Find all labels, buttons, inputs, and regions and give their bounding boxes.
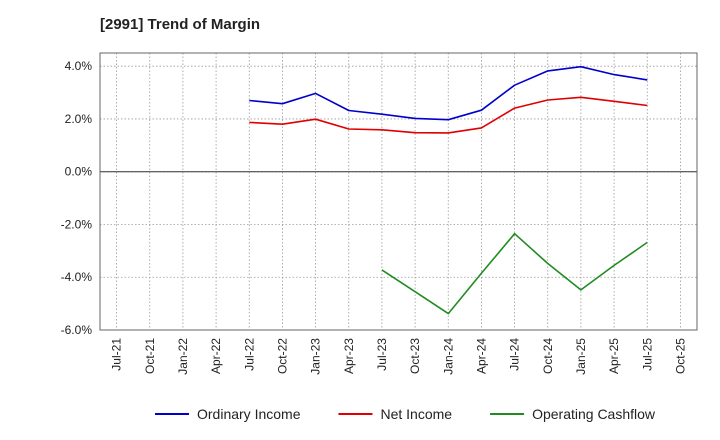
y-tick-label: 0.0% — [65, 165, 93, 179]
x-tick-label: Jan-23 — [309, 338, 323, 375]
x-tick-label: Jul-24 — [508, 338, 522, 371]
x-tick-label: Apr-25 — [607, 338, 621, 374]
legend-label-net-income: Net Income — [380, 406, 452, 422]
legend: Ordinary Income Net Income Operating Cashf… — [155, 406, 656, 422]
x-tick-label: Jul-22 — [242, 338, 256, 371]
series-line-operating-cashflow — [381, 232, 648, 315]
x-tick-label: Jan-22 — [176, 338, 190, 375]
y-tick-label: 2.0% — [65, 112, 93, 126]
x-tick-label: Apr-23 — [342, 338, 356, 374]
series-lines — [249, 65, 648, 315]
x-tick-label: Jul-21 — [110, 338, 124, 371]
series-line-ordinary-income — [249, 65, 648, 121]
plot-border — [99, 52, 698, 331]
x-tick-label: Apr-24 — [474, 338, 488, 374]
plot-area — [100, 53, 697, 330]
x-tick-label: Jul-23 — [375, 338, 389, 371]
x-tick-label: Oct-24 — [541, 338, 555, 374]
chart-title: [2991] Trend of Margin — [100, 16, 261, 33]
x-tick-label: Oct-21 — [143, 338, 157, 374]
legend-label-ordinary-income: Ordinary Income — [197, 406, 301, 422]
x-tick-label: Jul-25 — [640, 338, 654, 371]
x-tick-label: Oct-23 — [408, 338, 422, 374]
x-tick-label: Jan-25 — [574, 338, 588, 375]
y-tick-label: -6.0% — [61, 323, 93, 337]
series-line-net-income — [249, 96, 648, 134]
y-axis-ticks: 4.0% 2.0% 0.0% -2.0% -4.0% -6.0% — [61, 59, 93, 337]
x-tick-label: Oct-25 — [673, 338, 687, 374]
legend-label-operating-cashflow: Operating Cashflow — [532, 406, 656, 422]
x-tick-label: Jan-24 — [441, 338, 455, 375]
x-tick-label: Oct-22 — [275, 338, 289, 374]
x-tick-label: Apr-22 — [209, 338, 223, 374]
y-tick-label: 4.0% — [65, 59, 93, 73]
y-tick-label: -2.0% — [61, 217, 93, 231]
x-axis-ticks: Jul-21 Oct-21 Jan-22 Apr-22 Jul-22 Oct-22 Jan-… — [110, 338, 688, 375]
y-tick-label: -4.0% — [61, 270, 93, 284]
